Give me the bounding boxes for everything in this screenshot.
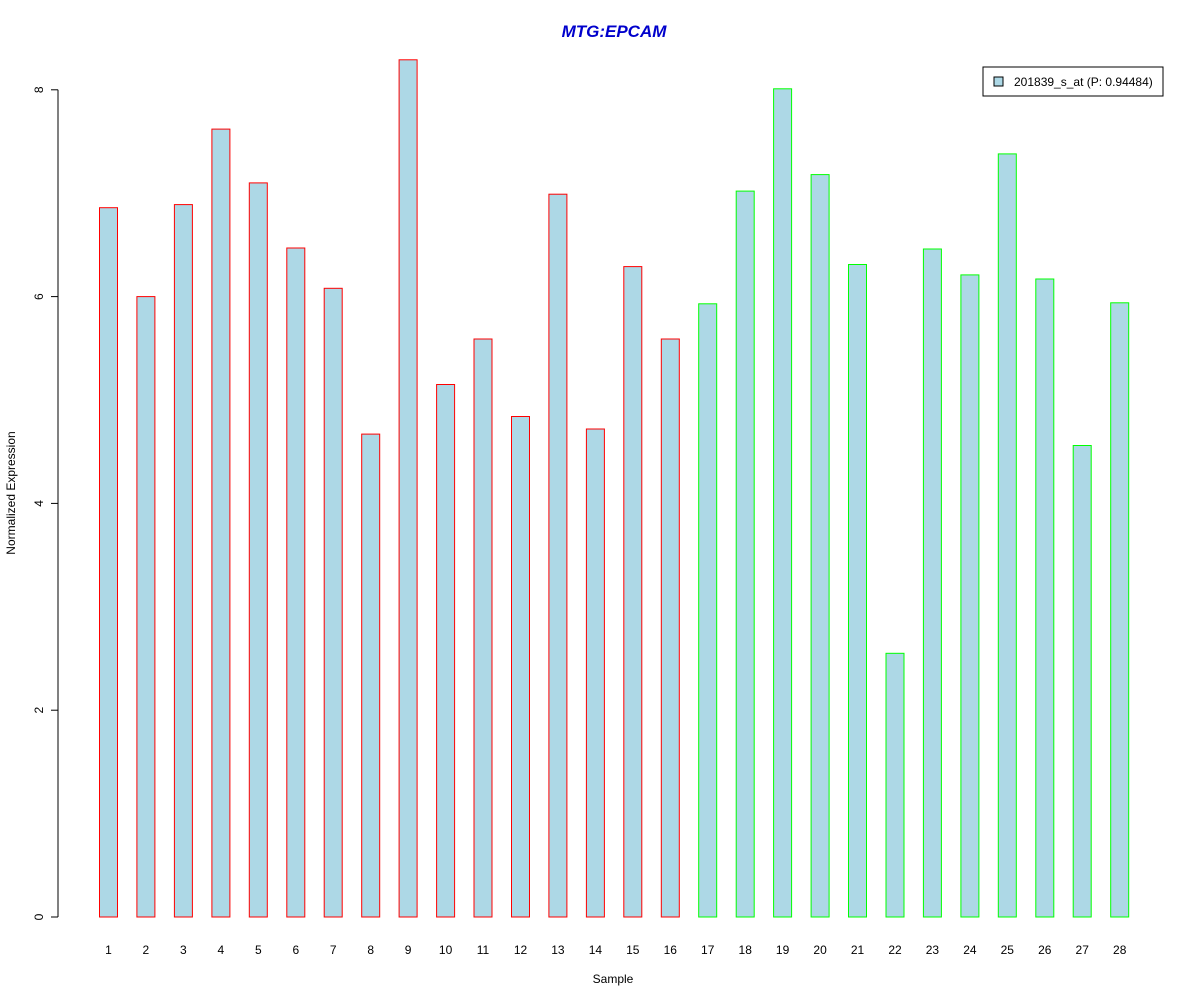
x-tick-label: 1: [105, 943, 112, 957]
x-tick-label: 19: [776, 943, 790, 957]
x-tick-label: 12: [514, 943, 528, 957]
y-tick-label: 4: [32, 500, 46, 507]
x-axis-label: Sample: [593, 972, 634, 986]
bar-sample-15: [623, 266, 643, 918]
bar-sample-5: [248, 182, 268, 918]
x-tick-label: 16: [664, 943, 678, 957]
bar-sample-20: [810, 174, 830, 918]
x-tick-label: 10: [439, 943, 453, 957]
bar-sample-18: [735, 190, 755, 918]
y-axis: 0 2 4 6 8: [32, 86, 59, 920]
bar-sample-16: [660, 338, 680, 918]
x-tick-label: 18: [739, 943, 753, 957]
x-tick-label: 22: [888, 943, 902, 957]
legend-entry-label: 201839_s_at (P: 0.94484): [1014, 75, 1153, 89]
bar-sample-10: [436, 384, 456, 918]
x-tick-label: 21: [851, 943, 865, 957]
x-tick-label: 7: [330, 943, 337, 957]
x-tick-label: 6: [292, 943, 299, 957]
bar-sample-6: [286, 247, 306, 918]
bar-sample-7: [323, 287, 343, 918]
bar-sample-12: [511, 416, 530, 918]
x-tick-label: 23: [926, 943, 940, 957]
y-tick-label: 2: [32, 707, 46, 714]
x-tick-label: 8: [367, 943, 374, 957]
legend-box: [982, 66, 1164, 97]
legend-swatch: [993, 76, 1004, 87]
x-tick-label: 2: [143, 943, 150, 957]
bar-sample-24: [960, 274, 980, 918]
bar-sample-23: [922, 248, 942, 918]
x-tick-label: 5: [255, 943, 262, 957]
x-tick-label: 9: [405, 943, 412, 957]
x-tick-label: 14: [589, 943, 603, 957]
x-tick-label: 28: [1113, 943, 1127, 957]
bars-group: [99, 59, 1130, 918]
x-tick-label: 3: [180, 943, 187, 957]
x-tick-label: 15: [626, 943, 640, 957]
x-tick-label: 4: [218, 943, 225, 957]
bar-sample-28: [1110, 302, 1130, 918]
y-tick-label: 6: [32, 293, 46, 300]
x-tick-label: 26: [1038, 943, 1052, 957]
chart-title: MTG:EPCAM: [562, 22, 668, 41]
bar-sample-9: [398, 59, 418, 918]
bar-sample-1: [99, 207, 118, 918]
bar-sample-14: [585, 428, 605, 918]
x-tick-label: 24: [963, 943, 977, 957]
bar-sample-25: [997, 153, 1017, 918]
x-tick-label: 25: [1001, 943, 1015, 957]
x-tick-label: 17: [701, 943, 715, 957]
legend: 201839_s_at (P: 0.94484): [982, 66, 1164, 97]
bar-sample-2: [136, 296, 156, 918]
bar-sample-3: [173, 204, 193, 918]
x-tick-label: 20: [813, 943, 827, 957]
bar-sample-17: [698, 303, 718, 918]
bar-sample-13: [548, 193, 568, 918]
bar-sample-27: [1072, 445, 1092, 918]
y-axis-label: Normalized Expression: [4, 431, 18, 554]
bar-sample-8: [361, 433, 381, 918]
x-tick-label: 13: [551, 943, 565, 957]
bar-sample-26: [1035, 278, 1055, 918]
bar-sample-4: [211, 128, 231, 918]
x-axis-tick-labels: 1 2 3 4 5 6 7 8 9 10 11 12 13 14 15 16 17 18 19 20 21 22 23 24 2…: [105, 943, 1127, 957]
bar-sample-21: [848, 264, 867, 918]
bar-sample-19: [773, 88, 793, 918]
y-tick-label: 8: [32, 86, 46, 93]
x-tick-label: 27: [1076, 943, 1090, 957]
x-tick-label: 11: [477, 943, 490, 957]
y-tick-label: 0: [32, 913, 46, 920]
bar-sample-11: [473, 338, 493, 918]
bar-sample-22: [885, 652, 905, 918]
